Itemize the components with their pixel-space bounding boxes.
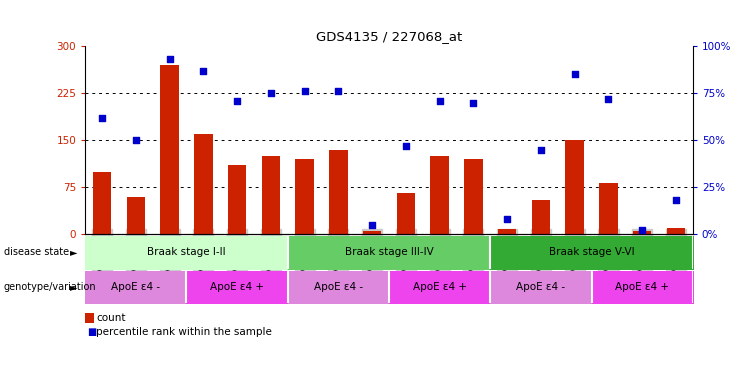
Text: disease state: disease state <box>4 247 69 258</box>
Title: GDS4135 / 227068_at: GDS4135 / 227068_at <box>316 30 462 43</box>
Point <box>400 143 412 149</box>
Point <box>670 197 682 204</box>
Bar <box>599 183 618 234</box>
Text: ►: ► <box>70 247 78 258</box>
Point <box>433 98 445 104</box>
Bar <box>296 159 314 234</box>
Point <box>535 146 547 152</box>
Bar <box>633 231 651 234</box>
Bar <box>498 229 516 234</box>
Point <box>501 216 513 222</box>
Point <box>164 56 176 62</box>
Text: Braak stage III-IV: Braak stage III-IV <box>345 247 433 258</box>
Text: ApoE ε4 +: ApoE ε4 + <box>615 282 669 292</box>
Point <box>299 88 310 94</box>
Text: ApoE ε4 -: ApoE ε4 - <box>111 282 160 292</box>
Point <box>569 71 581 78</box>
Bar <box>431 156 449 234</box>
Bar <box>396 194 415 234</box>
Point <box>96 114 108 121</box>
Bar <box>262 156 280 234</box>
Text: Braak stage V-VI: Braak stage V-VI <box>549 247 634 258</box>
Text: Braak stage I-II: Braak stage I-II <box>147 247 226 258</box>
Text: percentile rank within the sample: percentile rank within the sample <box>96 327 272 337</box>
Bar <box>565 140 584 234</box>
Point <box>366 222 378 228</box>
Bar <box>531 200 551 234</box>
Bar <box>464 159 482 234</box>
Bar <box>127 197 145 234</box>
Text: ■: ■ <box>87 327 96 337</box>
Text: ApoE ε4 +: ApoE ε4 + <box>413 282 467 292</box>
Bar <box>329 149 348 234</box>
Text: ApoE ε4 -: ApoE ε4 - <box>314 282 363 292</box>
Text: ►: ► <box>70 282 78 292</box>
Point <box>637 227 648 233</box>
Point <box>197 68 209 74</box>
Bar <box>160 65 179 234</box>
Bar <box>93 172 111 234</box>
Bar <box>667 228 685 234</box>
Bar <box>363 231 382 234</box>
Bar <box>194 134 213 234</box>
Point <box>130 137 142 143</box>
Text: count: count <box>96 313 126 323</box>
Point <box>265 90 277 96</box>
Point <box>602 96 614 102</box>
Bar <box>227 165 247 234</box>
Point <box>231 98 243 104</box>
Text: genotype/variation: genotype/variation <box>4 282 96 292</box>
Text: ApoE ε4 +: ApoE ε4 + <box>210 282 264 292</box>
Point <box>468 99 479 106</box>
Point <box>333 88 345 94</box>
Text: ApoE ε4 -: ApoE ε4 - <box>516 282 565 292</box>
